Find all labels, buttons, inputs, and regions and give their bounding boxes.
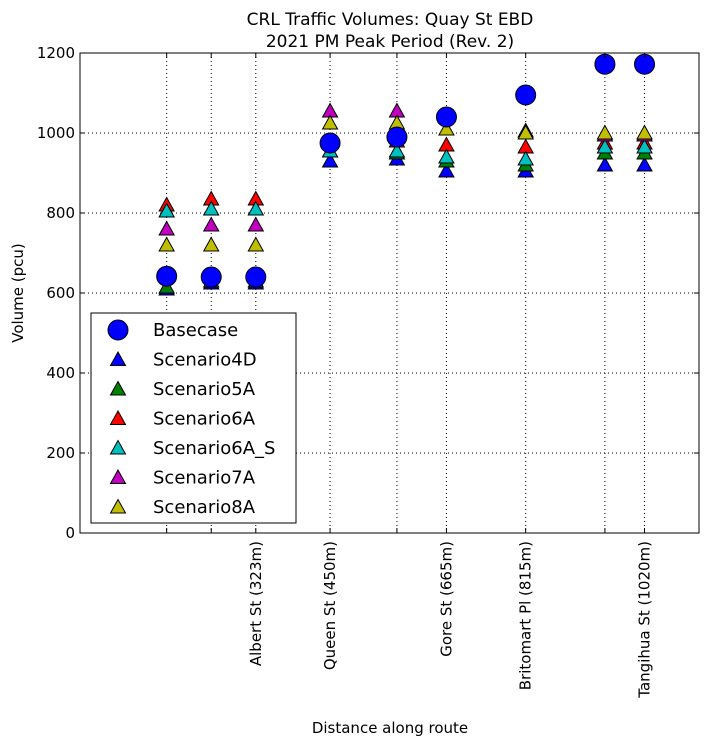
data-point-scenario6a-s: [202, 200, 220, 216]
legend-marker: [109, 468, 127, 484]
legend-marker: [109, 350, 127, 366]
legend-label: Scenario6A_S: [153, 438, 275, 459]
legend-marker: [109, 409, 127, 425]
x-tick-label: Tangihua St (1020m): [636, 541, 654, 699]
y-tick-label: 1200: [37, 44, 75, 62]
data-point-basecase: [200, 266, 222, 288]
y-tick-label: 1000: [37, 124, 75, 142]
data-point-basecase: [515, 84, 537, 106]
y-tick-label: 800: [46, 204, 75, 222]
data-point-scenario4d: [596, 156, 614, 172]
x-axis-label: Distance along route: [312, 719, 468, 737]
y-tick-label: 600: [46, 284, 75, 302]
legend-label: Scenario8A: [153, 497, 256, 518]
data-point-scenario8a: [517, 124, 535, 140]
data-point-scenario6a-s: [517, 150, 535, 166]
legend-marker: [109, 380, 127, 396]
legend-marker: [109, 439, 127, 455]
data-point-basecase: [156, 265, 178, 287]
data-point-scenario7a: [158, 220, 176, 236]
data-point-basecase: [386, 126, 408, 148]
data-point-scenario8a: [158, 236, 176, 252]
data-point-scenario7a: [247, 216, 265, 232]
data-point-scenario6a-s: [438, 148, 455, 164]
data-point-scenario8a: [321, 114, 339, 130]
data-point-scenario6a-s: [596, 138, 614, 154]
legend-label: Scenario4D: [153, 350, 257, 371]
legend-label: Scenario6A: [153, 409, 256, 430]
data-points: [156, 53, 656, 296]
data-point-scenario7a: [202, 216, 220, 232]
data-point-scenario8a: [596, 124, 614, 140]
y-tick-label: 0: [65, 524, 75, 542]
legend-box: [90, 312, 297, 524]
data-point-scenario8a: [247, 236, 265, 252]
data-point-scenario6a-s: [388, 142, 406, 158]
data-point-scenario4d: [636, 156, 653, 172]
legend-marker: [107, 319, 129, 341]
data-point-scenario6a-s: [636, 138, 653, 154]
x-axis: Albert St (323m) Queen St (450m) Gore St (…: [166, 53, 654, 699]
legend: Basecase Scenario4D Scenario5A Scenario6A Sc…: [90, 312, 297, 524]
x-tick-label: Gore St (665m): [437, 541, 455, 657]
data-point-scenario6a-s: [247, 200, 265, 216]
data-point-basecase: [245, 266, 267, 288]
data-point-basecase: [319, 132, 341, 154]
chart-title: CRL Traffic Volumes: Quay St EBD: [247, 10, 534, 30]
data-point-scenario8a: [636, 124, 653, 140]
data-point-scenario8a: [202, 236, 220, 252]
legend-marker: [109, 498, 127, 514]
data-point-scenario4d: [321, 152, 339, 168]
y-tick-label: 400: [46, 364, 75, 382]
x-tick-label: Albert St (323m): [247, 541, 265, 666]
legend-label: Scenario7A: [153, 468, 256, 489]
x-tick-label: Queen St (450m): [321, 541, 339, 670]
y-axis-label: Volume (pcu): [9, 243, 27, 343]
data-point-scenario8a: [438, 120, 455, 136]
y-tick-label: 200: [46, 444, 75, 462]
data-point-scenario6a-s: [158, 202, 176, 218]
data-point-scenario4d: [438, 162, 455, 178]
legend-label: Scenario5A: [153, 379, 256, 400]
data-point-basecase: [435, 106, 457, 128]
x-tick-label: Britomart Pl (815m): [517, 541, 535, 690]
chart-subtitle: 2021 PM Peak Period (Rev. 2): [266, 32, 514, 52]
y-axis: 0 200 400 600 800 1000 1200: [37, 44, 699, 542]
legend-label: Basecase: [153, 320, 238, 341]
